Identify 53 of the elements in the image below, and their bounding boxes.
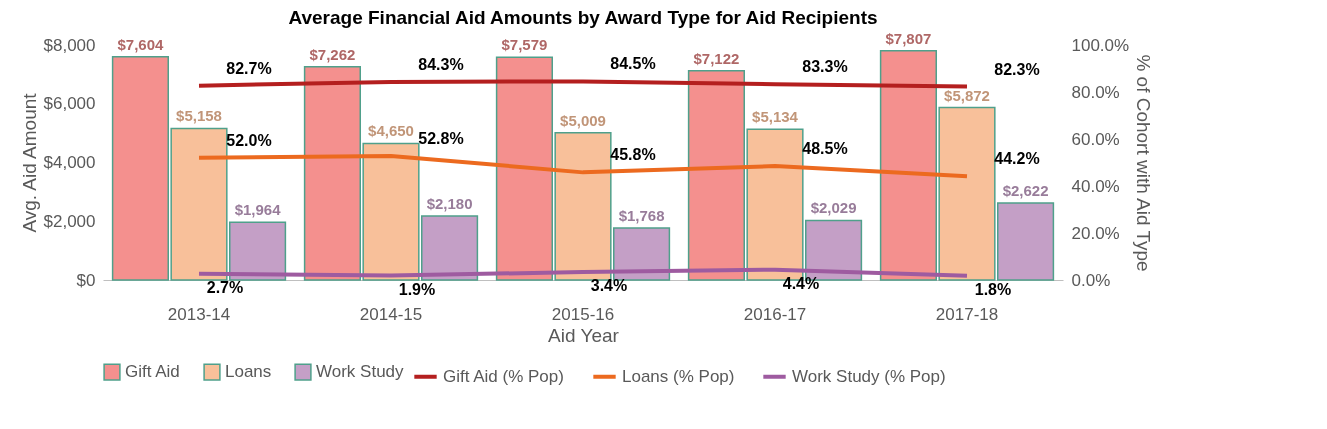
data-label: $2,622 [1002, 181, 1049, 199]
data-label: $4,650 [368, 122, 414, 140]
x-tick-label: 2016-17 [743, 304, 807, 324]
legend-label: Loans (% Pop) [622, 366, 735, 386]
data-label: $7,604 [117, 35, 165, 53]
data-label: 52.0% [226, 131, 272, 149]
x-tick-label: 2013-14 [167, 304, 231, 324]
data-label: $7,579 [501, 36, 548, 54]
x-tick-label: 2017-18 [935, 304, 999, 324]
data-label: $1,768 [618, 207, 665, 225]
y2-tick-label: 80.0% [1071, 82, 1120, 102]
y2-tick-label: 40.0% [1071, 176, 1120, 196]
data-label: $5,158 [176, 107, 222, 125]
data-label: $7,262 [309, 45, 356, 63]
data-label: 2.7% [206, 278, 244, 296]
y-tick-label: $0 [76, 270, 96, 290]
y-tick-label: $4,000 [43, 153, 96, 172]
data-label: 52.8% [418, 129, 464, 147]
data-label: $5,009 [560, 111, 606, 129]
legend-label: Gift Aid (% Pop) [443, 366, 564, 386]
data-label: 1.9% [398, 280, 436, 298]
y2-tick-label: 20.0% [1071, 223, 1120, 243]
line-series [197, 267, 969, 278]
y-tick-label: $6,000 [43, 94, 96, 114]
y-axis-title: Avg. Aid Amount [18, 92, 40, 233]
legend-label: Gift Aid [125, 362, 180, 382]
data-label: 1.8% [974, 280, 1012, 298]
x-axis-title: Aid Year [548, 324, 620, 346]
data-label: 83.3% [802, 58, 848, 76]
legend-label: Loans [225, 362, 272, 382]
data-label: 3.4% [590, 277, 628, 295]
data-label: $1,964 [234, 201, 282, 219]
data-label: $2,029 [810, 199, 857, 217]
y2-tick-label: 100.0% [1071, 35, 1130, 55]
data-label: $7,807 [885, 29, 932, 47]
data-label: 82.3% [994, 60, 1040, 78]
x-tick-label: 2015-16 [551, 304, 615, 324]
data-label: 84.5% [610, 55, 656, 73]
chart-title: Average Financial Aid Amounts by Award Type for Aid Recipients [288, 6, 878, 28]
data-label: $5,134 [752, 108, 799, 126]
legend-label: Work Study [316, 362, 405, 382]
data-label: 82.7% [226, 59, 272, 77]
y2-tick-label: 60.0% [1071, 129, 1120, 149]
data-label: $7,122 [693, 49, 740, 67]
y2-axis-title: % of Cohort with Aid Type [1133, 54, 1155, 272]
legend-label: Work Study (% Pop) [792, 366, 946, 386]
data-label: $2,180 [426, 194, 473, 212]
x-tick-label: 2014-15 [359, 304, 423, 324]
data-label: $5,872 [944, 86, 990, 104]
y2-tick-label: 0.0% [1071, 270, 1111, 290]
data-label: 84.3% [418, 55, 464, 73]
y-tick-label: $8,000 [43, 35, 96, 55]
y-tick-label: $2,000 [43, 211, 96, 231]
